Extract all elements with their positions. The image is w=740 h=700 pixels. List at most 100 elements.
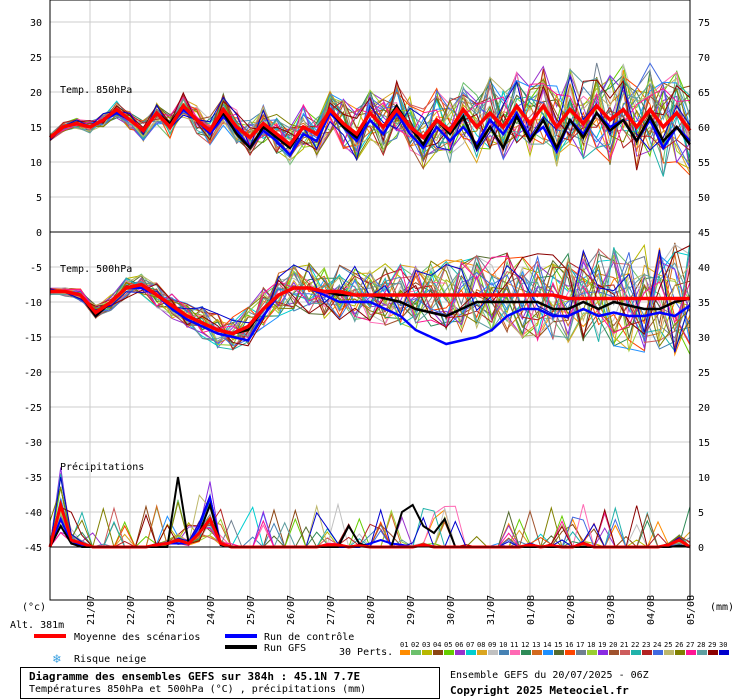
pert-swatch	[642, 650, 652, 655]
pert-swatch	[411, 650, 421, 655]
right-tick-label: 40	[698, 263, 710, 274]
left-tick-label: -40	[24, 508, 42, 519]
date-tick-label: 29/07	[406, 595, 417, 625]
right-tick-label: 70	[698, 53, 710, 64]
date-tick-label: 04/08	[646, 595, 657, 625]
member-line-t500	[49, 249, 691, 340]
pert-swatch	[664, 650, 674, 655]
left-tick-label: -25	[24, 403, 42, 414]
pert-swatch	[697, 650, 707, 655]
left-tick-label: -30	[24, 438, 42, 449]
pert-number: 03	[422, 641, 430, 649]
pert-number: 24	[653, 641, 661, 649]
right-tick-label: 50	[698, 193, 710, 204]
right-tick-label: 60	[698, 123, 710, 134]
left-tick-label: 15	[30, 123, 42, 134]
legend-gfs-label: Run GFS	[264, 643, 306, 654]
date-tick-label: 26/07	[286, 595, 297, 625]
member-line-t850	[49, 68, 691, 167]
plot-frame	[49, 0, 691, 601]
date-tick-label: 22/07	[126, 595, 137, 625]
date-tick-label: 05/08	[686, 595, 697, 625]
left-tick-label: 5	[36, 193, 42, 204]
right-tick-label: 5	[698, 508, 704, 519]
chart-subtitle: Températures 850hPa et 500hPa (°C) , pré…	[29, 684, 367, 695]
snowflake-icon: ❄	[52, 652, 61, 667]
pert-number: 30	[719, 641, 727, 649]
pert-swatch	[477, 650, 487, 655]
pert-number: 27	[686, 641, 694, 649]
right-tick-label: 0	[698, 543, 704, 554]
right-unit-label: (mm)	[710, 602, 734, 613]
pert-swatch	[532, 650, 542, 655]
pert-number: 19	[598, 641, 606, 649]
pert-swatch	[653, 650, 663, 655]
right-tick-label: 20	[698, 403, 710, 414]
pert-swatch	[686, 650, 696, 655]
pert-number: 26	[675, 641, 683, 649]
pert-number: 16	[565, 641, 573, 649]
mean-line-t850	[48, 102, 692, 147]
pert-number: 22	[631, 641, 639, 649]
left-tick-label: -35	[24, 473, 42, 484]
copyright: Copyright 2025 Meteociel.fr	[450, 684, 629, 697]
legend-control-label: Run de contrôle	[264, 631, 354, 643]
left-tick-label: 10	[30, 158, 42, 169]
date-tick-label: 21/07	[86, 595, 97, 625]
pert-number: 09	[488, 641, 496, 649]
left-tick-label: -5	[30, 263, 42, 274]
pert-number: 04	[433, 641, 441, 649]
member-line-t500	[49, 254, 691, 347]
date-tick-label: 23/07	[166, 595, 177, 625]
pert-swatch	[708, 650, 718, 655]
date-tick-label: 27/07	[326, 595, 337, 625]
right-tick-label: 25	[698, 368, 710, 379]
pert-number: 17	[576, 641, 584, 649]
pert-swatch	[455, 650, 465, 655]
left-unit-label: (°c)	[22, 602, 46, 613]
pert-swatch	[466, 650, 476, 655]
pert-number: 10	[499, 641, 507, 649]
pert-swatch	[587, 650, 597, 655]
pert-number: 21	[620, 641, 628, 649]
pert-number: 12	[521, 641, 529, 649]
pert-swatch	[400, 650, 410, 655]
member-line-t500	[50, 252, 691, 349]
pert-swatch	[543, 650, 553, 655]
legend-snow-label: Risque neige	[74, 654, 146, 665]
pert-number: 02	[411, 641, 419, 649]
left-tick-label: 20	[30, 88, 42, 99]
pert-number: 13	[532, 641, 540, 649]
date-tick-label: 30/07	[446, 595, 457, 625]
panel-label-t500: Temp. 500hPa	[60, 264, 132, 275]
pert-swatch	[576, 650, 586, 655]
mean-line-t500	[50, 282, 690, 336]
legend-mean-label: Moyenne des scénarios	[74, 631, 200, 643]
pert-swatch	[499, 650, 509, 655]
highlighted-series	[48, 102, 692, 549]
pert-swatch	[565, 650, 575, 655]
run-info: Ensemble GEFS du 20/07/2025 - 06Z	[450, 670, 649, 681]
left-tick-label: -45	[24, 543, 42, 554]
pert-number: 28	[697, 641, 705, 649]
panel-label-t850: Temp. 850hPa	[60, 85, 132, 96]
pert-swatch	[510, 650, 520, 655]
pert-number: 11	[510, 641, 518, 649]
member-line-t500	[49, 262, 691, 345]
pert-number: 15	[554, 641, 562, 649]
date-tick-label: 02/08	[566, 595, 577, 625]
left-tick-label: -15	[24, 333, 42, 344]
pert-swatch	[620, 650, 630, 655]
pert-number: 23	[642, 641, 650, 649]
panel-label-precip: Précipitations	[60, 461, 144, 473]
member-line-t850	[49, 74, 691, 162]
pert-number: 06	[455, 641, 463, 649]
right-tick-label: 35	[698, 298, 710, 309]
pert-number: 07	[466, 641, 474, 649]
date-tick-label: 31/07	[486, 595, 497, 625]
altitude-label: Alt. 381m	[10, 620, 64, 631]
pert-swatch	[598, 650, 608, 655]
perturbation-color-legend: 01 02 03 04 05 06 07 08 09 10 11 12 13 14 15 16 17 18 19 20…	[400, 641, 729, 655]
pert-swatch	[444, 650, 454, 655]
